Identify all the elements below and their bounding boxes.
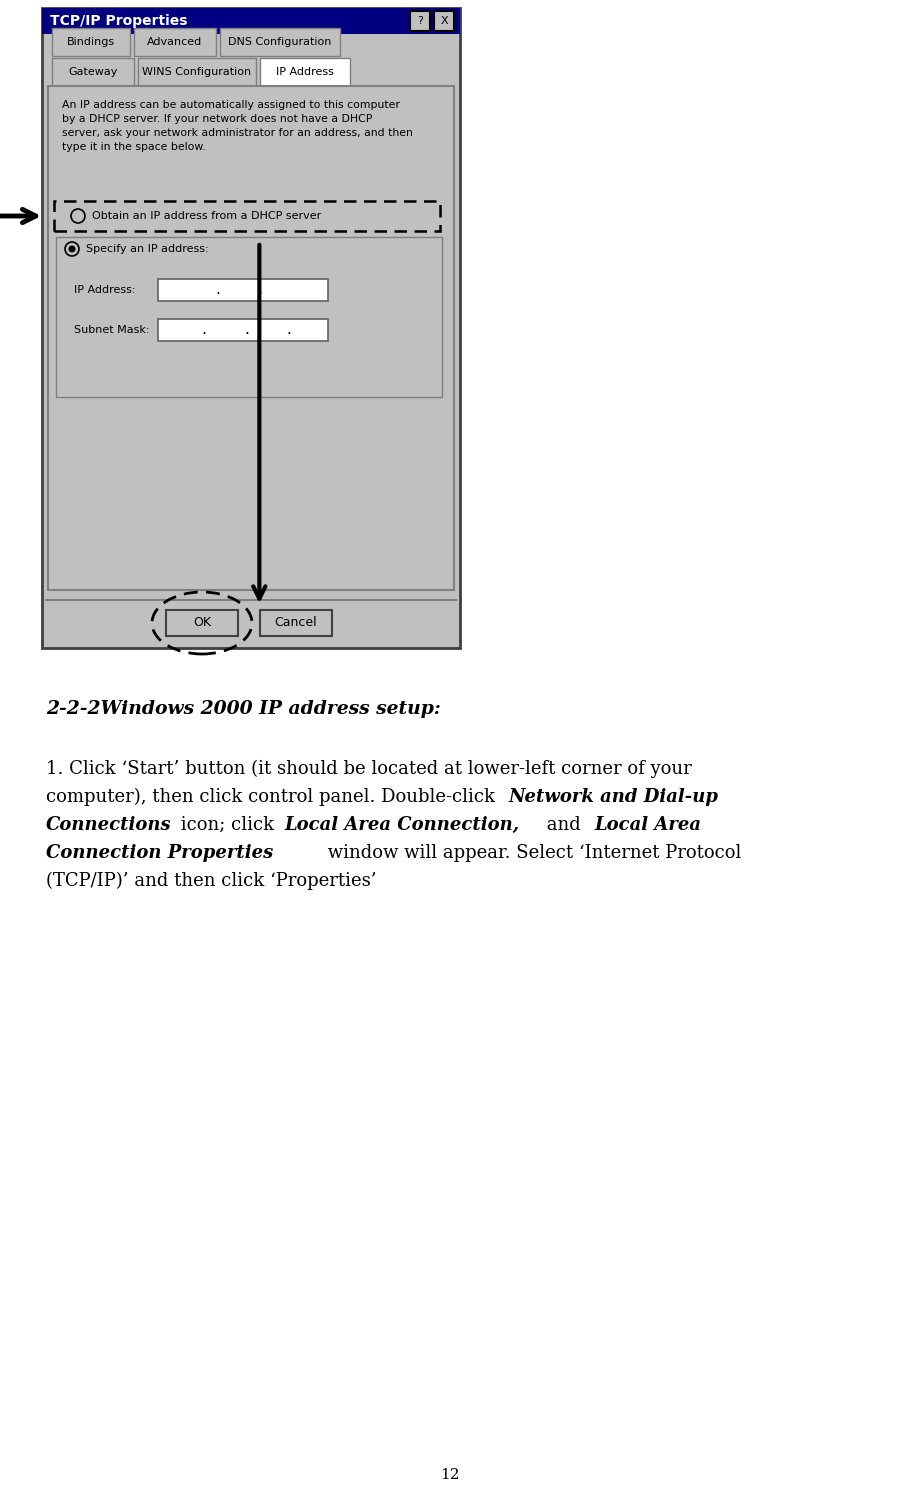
Text: 2-2-2Windows 2000 IP address setup:: 2-2-2Windows 2000 IP address setup:: [46, 701, 441, 719]
Text: window will appear. Select ‘Internet Protocol: window will appear. Select ‘Internet Pro…: [322, 844, 742, 862]
Bar: [134, 28, 216, 55]
Bar: [158, 320, 328, 341]
Text: DNS Configuration: DNS Configuration: [229, 37, 332, 46]
Text: An IP address can be automatically assigned to this computer
by a DHCP server. I: An IP address can be automatically assig…: [62, 100, 413, 152]
Text: IP Address:: IP Address:: [74, 285, 136, 294]
Text: TCP/IP Properties: TCP/IP Properties: [50, 13, 187, 28]
Text: .: .: [244, 323, 248, 338]
Text: (TCP/IP)’ and then click ‘Properties’: (TCP/IP)’ and then click ‘Properties’: [46, 872, 376, 890]
Text: Local Area Connection,: Local Area Connection,: [284, 816, 519, 834]
Circle shape: [68, 245, 76, 252]
Text: .: .: [286, 323, 292, 338]
Bar: [42, 7, 460, 648]
Text: Gateway: Gateway: [68, 67, 118, 78]
Bar: [56, 238, 442, 397]
Bar: [54, 202, 440, 232]
Text: Local Area: Local Area: [594, 816, 701, 834]
Text: Advanced: Advanced: [148, 37, 202, 46]
Text: IP Address: IP Address: [276, 67, 334, 78]
Text: Subnet Mask:: Subnet Mask:: [74, 326, 149, 335]
Bar: [52, 28, 130, 55]
Text: X: X: [440, 16, 448, 25]
Bar: [260, 610, 332, 636]
Text: Connections: Connections: [46, 816, 172, 834]
Bar: [260, 58, 350, 87]
Text: Network and Dial-up: Network and Dial-up: [508, 787, 718, 805]
Bar: [158, 279, 328, 300]
Bar: [138, 58, 256, 87]
Text: OK: OK: [193, 617, 211, 629]
Text: ?: ?: [417, 16, 423, 25]
Text: .: .: [257, 282, 263, 297]
Bar: [48, 87, 454, 590]
Text: icon; click: icon; click: [175, 816, 280, 834]
Bar: [42, 7, 460, 34]
Text: WINS Configuration: WINS Configuration: [142, 67, 252, 78]
Text: Bindings: Bindings: [67, 37, 115, 46]
Text: and: and: [541, 816, 587, 834]
Bar: [166, 610, 238, 636]
Text: Connection Properties: Connection Properties: [46, 844, 274, 862]
Text: computer), then click control panel. Double-click: computer), then click control panel. Dou…: [46, 787, 500, 807]
Text: .: .: [202, 323, 206, 338]
Text: Cancel: Cancel: [274, 617, 318, 629]
Text: Obtain an IP address from a DHCP server: Obtain an IP address from a DHCP server: [92, 211, 321, 221]
Text: 1. Click ‘Start’ button (it should be located at lower-left corner of your: 1. Click ‘Start’ button (it should be lo…: [46, 760, 692, 778]
Bar: [220, 28, 340, 55]
Text: .: .: [215, 282, 220, 297]
Text: 12: 12: [440, 1469, 460, 1482]
Bar: [52, 58, 134, 87]
Bar: [410, 10, 430, 31]
Bar: [434, 10, 454, 31]
Text: Specify an IP address:: Specify an IP address:: [86, 244, 209, 254]
